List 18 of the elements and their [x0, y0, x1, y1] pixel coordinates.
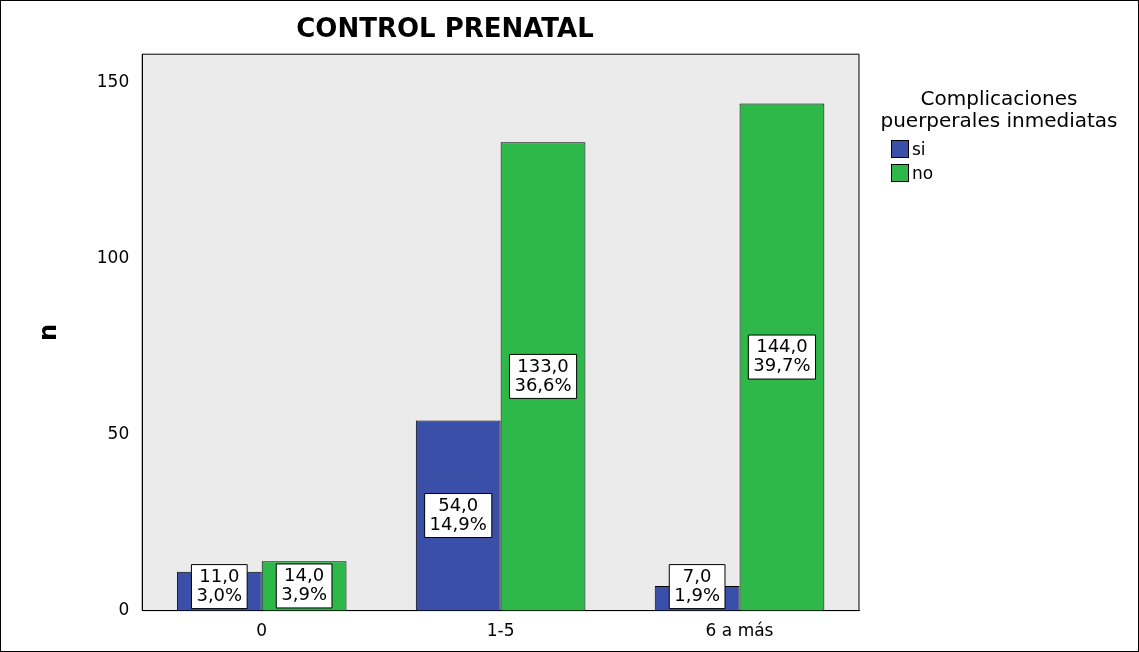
y-tick-label: 50 — [107, 422, 130, 443]
y-tick-label: 0 — [118, 599, 130, 620]
y-tick-label: 100 — [96, 246, 130, 267]
legend-label: no — [912, 163, 934, 183]
y-tick-label: 150 — [96, 70, 130, 91]
y-axis-title: n — [33, 323, 62, 341]
data-label: 14,0 3,9% — [281, 564, 327, 605]
chart-title: CONTROL PRENATAL — [296, 13, 594, 44]
data-label: 54,0 14,9% — [429, 493, 487, 534]
data-label: 133,0 36,6% — [514, 354, 572, 395]
data-label: 7,0 1,9% — [674, 564, 720, 605]
legend-title: Complicaciones puerperales inmediatas — [879, 86, 1119, 132]
data-label: 144,0 39,7% — [753, 335, 811, 376]
x-tick-label: 6 a más — [705, 620, 774, 641]
legend-label: si — [912, 139, 926, 159]
x-tick-label: 0 — [256, 620, 268, 641]
x-tick-label: 1-5 — [486, 620, 515, 641]
data-label: 11,0 3,0% — [196, 564, 243, 605]
